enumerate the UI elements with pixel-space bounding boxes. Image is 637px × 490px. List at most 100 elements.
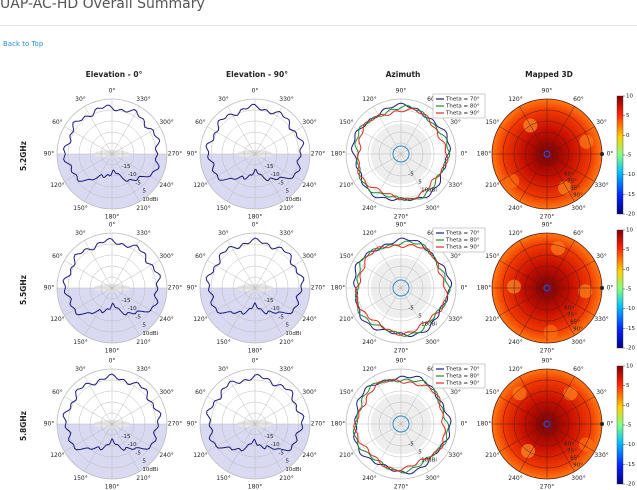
grid-spoke [373, 106, 402, 155]
angle-label: 240° [159, 452, 173, 459]
angle-label: 270° [168, 151, 182, 158]
angle-label: 60° [195, 253, 206, 260]
angle-label: 270° [394, 348, 408, 355]
theta-label: 75° [567, 179, 577, 185]
angle-label: 240° [508, 205, 522, 212]
angle-label: 60° [195, 119, 206, 126]
grid-spoke [519, 240, 548, 289]
grid-spoke [353, 126, 402, 155]
angle-label: 240° [302, 182, 316, 189]
angle-label: 60° [52, 389, 63, 396]
angle-label: 300° [302, 119, 316, 126]
legend-entry: Theta = 70° [445, 231, 480, 237]
angle-label: 210° [339, 182, 353, 189]
grid-spoke [254, 153, 283, 202]
angle-label: 210° [279, 339, 293, 346]
angle-label: 180° [248, 214, 262, 221]
back-to-top-link[interactable]: Back to Top [3, 40, 44, 48]
angle-label: 60° [427, 230, 438, 237]
grid-spoke [64, 153, 113, 182]
pattern-curve [354, 240, 451, 337]
grid-spoke [546, 423, 595, 452]
radial-label: -5 [135, 314, 141, 320]
grid-spoke [227, 240, 256, 289]
radial-label: 10dBi [285, 197, 301, 203]
angle-label: 0° [252, 358, 259, 365]
radial-label: -5 [135, 180, 141, 186]
angle-label: 120° [193, 316, 207, 323]
grid-spoke [499, 260, 548, 289]
colorbar-tick-label: 10 [626, 228, 633, 234]
inner-ring [392, 415, 410, 433]
angle-label: 210° [279, 475, 293, 482]
grid-spoke [519, 106, 548, 155]
grid-spoke [254, 396, 303, 425]
theta-label: 90° [573, 327, 583, 333]
angle-label: 150° [73, 475, 87, 482]
radial-label: 5 [285, 459, 289, 465]
grid-spoke [400, 153, 429, 202]
grid-spoke [499, 396, 548, 425]
angle-label: 60° [52, 119, 63, 126]
angle-label: 150° [485, 253, 499, 260]
colorbar-tick-label: -20 [626, 212, 635, 218]
radial-label: -15 [265, 434, 274, 440]
grid-spoke [519, 287, 548, 336]
theta-label: 85° [570, 186, 580, 192]
edge-marker [600, 152, 604, 156]
grid-spoke [546, 106, 575, 155]
angle-label: 210° [136, 205, 150, 212]
angle-label: 330° [136, 366, 150, 373]
angle-label: 210° [485, 182, 499, 189]
angle-label: 150° [216, 205, 230, 212]
grid-spoke [111, 287, 160, 316]
radial-label: 5 [142, 323, 146, 329]
angle-label: 60° [52, 253, 63, 260]
grid-spoke [84, 106, 113, 155]
legend-entry: Theta = 90° [445, 381, 480, 387]
angle-label: 150° [216, 475, 230, 482]
grid-spoke [519, 153, 548, 202]
summary-grid: Elevation - 0° Elevation - 90° Azimuth Mapp… [19, 70, 635, 490]
angle-label: 270° [540, 484, 554, 490]
radial-label: -15 [122, 434, 131, 440]
grid-spoke [84, 423, 113, 472]
divider [0, 25, 637, 26]
grid-spoke [111, 423, 160, 452]
angle-label: 240° [362, 205, 376, 212]
theta-label: 75° [567, 313, 577, 319]
grid-spoke [84, 376, 113, 425]
angle-label: 90° [44, 151, 55, 158]
pattern-curve [350, 102, 452, 201]
page-title: UAP-AC-HD Overall Summary [0, 0, 205, 12]
colorbar-tick-label: -15 [626, 192, 635, 198]
angle-label: 180° [477, 285, 491, 292]
radial-label: 10dBi [142, 467, 158, 473]
angle-label: 270° [540, 214, 554, 221]
grid-spoke [64, 126, 113, 155]
column-header: Mapped 3D [525, 70, 573, 79]
grid-spoke [400, 376, 429, 425]
angle-label: 270° [394, 484, 408, 490]
angle-label: 30° [75, 366, 86, 373]
angle-label: 180° [331, 285, 345, 292]
angle-label: 0° [607, 151, 614, 158]
angle-label: 0° [607, 285, 614, 292]
angle-label: 90° [542, 358, 553, 365]
colorbar-tick-label: 5 [626, 383, 630, 389]
angle-label: 240° [159, 182, 173, 189]
grid-spoke [64, 423, 113, 452]
center-marker [543, 150, 551, 158]
grid-spoke [254, 376, 283, 425]
grid-spoke [111, 376, 140, 425]
angle-label: 330° [279, 96, 293, 103]
grid-spoke [499, 126, 548, 155]
colorbar-tick-label: -5 [626, 423, 632, 429]
angle-label: 300° [571, 205, 585, 212]
grid-spoke [111, 126, 160, 155]
radial-label: 10dBi [142, 197, 158, 203]
angle-label: 180° [248, 484, 262, 490]
radial-label: -15 [122, 298, 131, 304]
